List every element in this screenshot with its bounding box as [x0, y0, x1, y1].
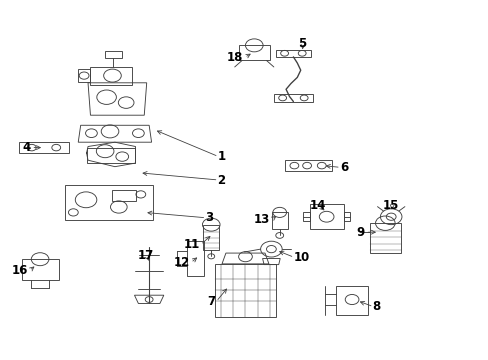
Text: 16: 16 [12, 264, 28, 277]
Text: 10: 10 [293, 251, 309, 264]
Text: 18: 18 [227, 51, 243, 64]
Text: 3: 3 [205, 211, 213, 224]
Text: 2: 2 [217, 174, 225, 186]
Text: 11: 11 [183, 238, 199, 251]
Text: 9: 9 [355, 226, 364, 239]
Text: 14: 14 [309, 199, 325, 212]
Text: 7: 7 [206, 295, 215, 308]
Text: 13: 13 [254, 213, 270, 226]
Text: 5: 5 [298, 37, 305, 50]
Text: 12: 12 [173, 256, 189, 269]
Text: 17: 17 [137, 249, 154, 262]
Text: 6: 6 [339, 161, 347, 174]
Text: 8: 8 [372, 300, 380, 313]
Text: 1: 1 [217, 150, 225, 163]
Text: 4: 4 [22, 141, 30, 154]
Text: 15: 15 [382, 199, 399, 212]
